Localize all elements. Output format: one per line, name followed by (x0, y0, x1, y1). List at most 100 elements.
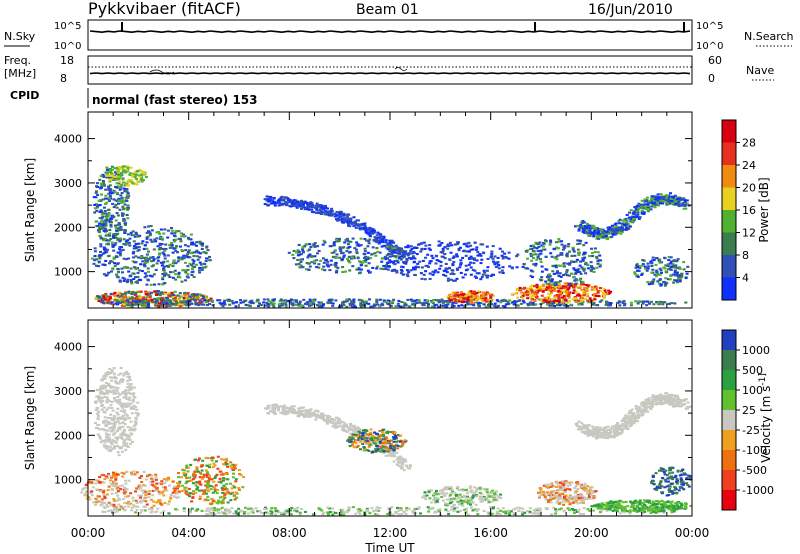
data-cell (406, 298, 410, 301)
data-cell (155, 501, 159, 504)
data-cell (353, 222, 357, 225)
data-cell (608, 291, 612, 294)
data-cell (98, 234, 102, 237)
data-cell (466, 299, 470, 302)
data-cell (119, 225, 123, 228)
data-cell (127, 505, 131, 508)
data-cell (448, 258, 452, 261)
data-cell (539, 285, 543, 288)
data-cell (313, 255, 317, 258)
data-cell (118, 393, 122, 396)
data-cell (322, 303, 326, 306)
data-cell (284, 299, 287, 302)
data-cell (327, 265, 331, 268)
data-cell (572, 286, 576, 289)
data-cell (292, 249, 296, 252)
data-cell (118, 246, 122, 249)
data-cell (124, 222, 128, 225)
data-cell (392, 262, 396, 265)
data-cell (389, 260, 393, 263)
data-cell (203, 299, 207, 302)
data-cell (672, 259, 676, 262)
data-cell (336, 266, 340, 269)
data-cell (646, 262, 650, 265)
data-cell (352, 255, 356, 258)
data-cell (144, 492, 148, 495)
data-cell (412, 267, 416, 270)
data-cell (298, 300, 302, 303)
data-cell (350, 299, 354, 302)
data-cell (485, 274, 488, 277)
data-cell (132, 407, 136, 410)
data-cell (116, 199, 119, 202)
data-cell (582, 293, 585, 296)
data-cell (101, 439, 105, 442)
data-cell (482, 291, 486, 294)
data-cell (321, 257, 325, 260)
data-cell (110, 379, 113, 382)
data-cell (115, 389, 119, 392)
data-cell (103, 210, 107, 213)
data-cell (176, 298, 180, 301)
data-cell (473, 295, 477, 298)
data-cell (99, 441, 103, 444)
data-cell (555, 271, 559, 274)
data-cell (473, 257, 476, 260)
data-cell (132, 277, 136, 280)
data-cell (239, 299, 242, 302)
data-cell (266, 198, 270, 201)
data-cell (489, 294, 492, 297)
data-cell (202, 295, 205, 298)
data-cell (563, 298, 567, 301)
data-cell (121, 425, 125, 428)
data-cell (617, 301, 621, 304)
data-cell (422, 273, 426, 276)
data-cell (174, 249, 178, 252)
data-cell (102, 183, 106, 186)
data-cell (222, 302, 226, 305)
data-cell (166, 236, 170, 239)
data-cell (501, 305, 505, 308)
data-cell (109, 441, 113, 444)
data-cell (132, 250, 136, 253)
data-cell (122, 472, 126, 475)
data-cell (455, 277, 459, 280)
data-cell (560, 252, 564, 255)
data-cell (362, 260, 366, 263)
data-cell (475, 246, 479, 249)
data-cell (355, 241, 359, 244)
data-cell (683, 202, 687, 205)
data-cell (130, 471, 134, 474)
data-cell (170, 245, 174, 248)
data-cell (388, 250, 392, 253)
data-cell (114, 302, 118, 305)
data-cell (160, 491, 164, 494)
data-cell (588, 224, 592, 227)
data-cell (137, 485, 141, 488)
data-cell (539, 279, 543, 282)
data-cell (574, 271, 578, 274)
data-cell (122, 294, 126, 297)
data-cell (129, 388, 133, 391)
data-cell (137, 494, 141, 497)
power-data (90, 165, 691, 308)
data-cell (96, 407, 100, 410)
data-cell (559, 275, 563, 278)
data-cell (586, 285, 590, 288)
data-cell (346, 298, 350, 301)
data-cell (124, 479, 127, 482)
data-cell (515, 266, 519, 269)
data-cell (172, 239, 176, 242)
data-cell (643, 206, 647, 209)
data-cell (115, 400, 119, 403)
data-cell (126, 495, 130, 498)
data-cell (481, 273, 485, 276)
data-cell (301, 245, 305, 248)
data-cell (105, 243, 108, 246)
data-cell (158, 294, 162, 297)
data-cell (131, 499, 135, 502)
data-cell (586, 299, 590, 302)
data-cell (120, 183, 123, 186)
data-cell (376, 231, 380, 234)
data-cell (117, 177, 121, 180)
